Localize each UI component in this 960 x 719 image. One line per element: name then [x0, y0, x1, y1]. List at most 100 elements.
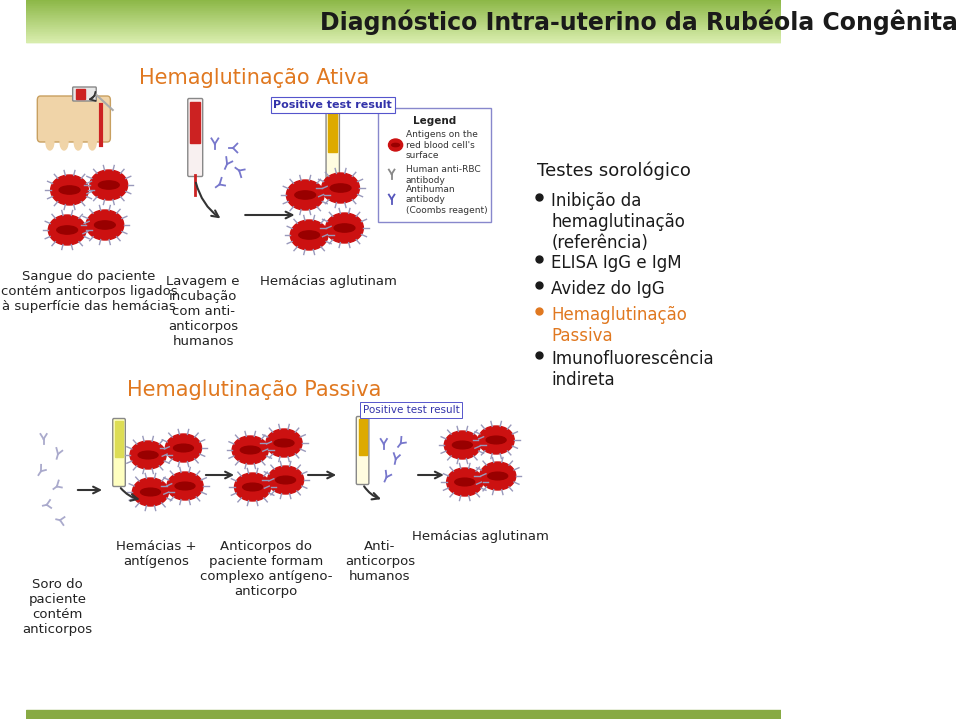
Text: Antigens on the
red blood cell's
surface: Antigens on the red blood cell's surface: [406, 130, 478, 160]
Bar: [26, 19, 780, 20]
Text: Human anti-RBC
antibody: Human anti-RBC antibody: [406, 165, 480, 185]
Ellipse shape: [175, 482, 195, 490]
Text: Hemácias aglutinam: Hemácias aglutinam: [260, 275, 397, 288]
Text: Inibição da
hemaglutinação
(referência): Inibição da hemaglutinação (referência): [551, 192, 685, 252]
Ellipse shape: [480, 462, 516, 490]
Bar: [26, 26, 780, 27]
Bar: [26, 24, 780, 25]
Ellipse shape: [478, 426, 515, 454]
Ellipse shape: [452, 441, 472, 449]
Text: Positive test result: Positive test result: [363, 405, 460, 415]
Bar: [328, 114, 337, 152]
Ellipse shape: [57, 226, 78, 234]
Bar: [26, 34, 780, 35]
Bar: [26, 3, 780, 4]
Ellipse shape: [86, 210, 124, 240]
Bar: [26, 36, 780, 37]
Bar: [26, 32, 780, 33]
FancyBboxPatch shape: [188, 99, 203, 176]
Bar: [26, 25, 780, 27]
FancyBboxPatch shape: [112, 418, 126, 487]
Text: Hemaglutinação
Passiva: Hemaglutinação Passiva: [551, 306, 687, 345]
Bar: [26, 19, 780, 21]
Ellipse shape: [46, 134, 54, 150]
Bar: [115, 421, 123, 457]
Ellipse shape: [90, 170, 128, 200]
Ellipse shape: [455, 478, 474, 486]
Bar: [76, 89, 85, 99]
FancyBboxPatch shape: [326, 111, 340, 183]
Text: Antihuman
antibody
(Coombs reagent): Antihuman antibody (Coombs reagent): [406, 185, 488, 215]
Ellipse shape: [286, 180, 324, 210]
Bar: [26, 22, 780, 23]
Ellipse shape: [446, 468, 483, 496]
Text: Soro do
paciente
contém
anticorpos: Soro do paciente contém anticorpos: [23, 578, 93, 636]
Bar: [26, 8, 780, 9]
Bar: [26, 14, 780, 15]
Bar: [26, 31, 780, 32]
Bar: [26, 1, 780, 3]
Bar: [26, 20, 780, 22]
Text: Diagnóstico Intra-uterino da Rubéola Congênita: Diagnóstico Intra-uterino da Rubéola Con…: [321, 9, 958, 35]
Bar: [26, 0, 780, 1]
Text: Avidez do IgG: Avidez do IgG: [551, 280, 665, 298]
Text: Positive test result: Positive test result: [274, 100, 392, 110]
Ellipse shape: [74, 134, 83, 150]
Bar: [26, 710, 780, 719]
Ellipse shape: [94, 221, 115, 229]
Ellipse shape: [232, 436, 268, 464]
Text: Anticorpos do
paciente formam
complexo antígeno-
anticorpo: Anticorpos do paciente formam complexo a…: [200, 540, 332, 598]
Ellipse shape: [243, 483, 262, 491]
Ellipse shape: [334, 224, 355, 232]
Text: Anti-
anticorpos
humanos: Anti- anticorpos humanos: [345, 540, 415, 583]
Ellipse shape: [140, 488, 160, 496]
Bar: [26, 16, 780, 17]
Ellipse shape: [240, 446, 260, 454]
Ellipse shape: [132, 478, 169, 506]
Bar: [26, 39, 780, 40]
Ellipse shape: [99, 181, 119, 189]
Bar: [26, 23, 780, 24]
Bar: [190, 101, 201, 143]
FancyBboxPatch shape: [356, 416, 369, 485]
Bar: [26, 11, 780, 12]
Bar: [26, 2, 780, 4]
Ellipse shape: [60, 134, 68, 150]
Ellipse shape: [486, 436, 506, 444]
Ellipse shape: [290, 220, 328, 250]
Bar: [26, 29, 780, 31]
Bar: [26, 10, 780, 11]
Text: Hemácias aglutinam: Hemácias aglutinam: [412, 530, 549, 543]
Ellipse shape: [51, 175, 88, 205]
Ellipse shape: [130, 441, 166, 469]
Bar: [26, 12, 780, 13]
Bar: [26, 15, 780, 17]
Ellipse shape: [174, 444, 193, 452]
Text: Legend: Legend: [413, 116, 457, 126]
Ellipse shape: [165, 434, 202, 462]
Bar: [359, 419, 367, 455]
Bar: [26, 35, 780, 36]
Ellipse shape: [48, 215, 86, 245]
Ellipse shape: [60, 186, 80, 194]
Bar: [26, 38, 780, 39]
Bar: [26, 40, 780, 41]
Ellipse shape: [234, 473, 271, 501]
FancyBboxPatch shape: [73, 87, 96, 101]
Bar: [26, 14, 780, 16]
Ellipse shape: [295, 191, 316, 199]
Bar: [26, 37, 780, 38]
Ellipse shape: [488, 472, 508, 480]
Bar: [26, 41, 780, 42]
Ellipse shape: [276, 476, 296, 484]
Bar: [26, 24, 780, 26]
Bar: [26, 13, 780, 14]
Text: Hemácias +
antígenos: Hemácias + antígenos: [116, 540, 196, 568]
Bar: [26, 4, 780, 5]
FancyBboxPatch shape: [37, 96, 110, 142]
Ellipse shape: [325, 213, 364, 243]
Text: Lavagem e
incubação
com anti-
anticorpos
humanos: Lavagem e incubação com anti- anticorpos…: [166, 275, 240, 348]
Text: Imunofluorescência
indireta: Imunofluorescência indireta: [551, 350, 714, 389]
Bar: [26, 40, 780, 42]
Ellipse shape: [167, 472, 204, 500]
